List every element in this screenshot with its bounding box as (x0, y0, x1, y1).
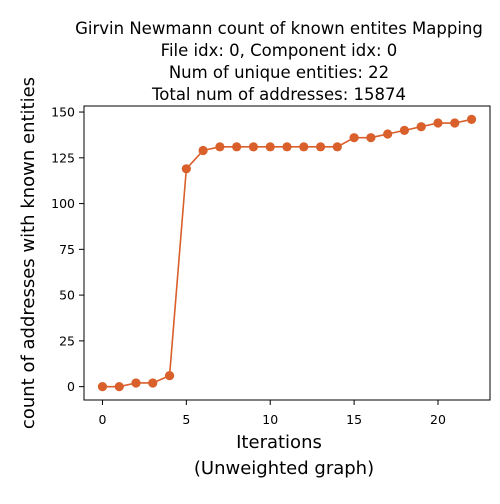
data-point (399, 125, 410, 135)
y-tick-label: 150 (51, 105, 75, 120)
data-point (315, 142, 326, 152)
x-tick-label: 20 (430, 412, 446, 427)
x-axis-ticks: 0 5 10 15 20 (98, 400, 446, 427)
y-tick-label: 75 (59, 242, 75, 257)
data-point (181, 164, 191, 174)
data-point (383, 129, 393, 139)
data-point (366, 133, 376, 143)
y-axis-label: count of addresses with known entities (18, 77, 39, 429)
data-point (466, 114, 477, 124)
data-point (215, 142, 225, 152)
title-line-4: Total num of addresses: 15874 (151, 85, 406, 104)
data-point (131, 378, 141, 388)
x-tick-label: 10 (262, 412, 278, 427)
data-point (148, 378, 158, 388)
chart-title: Girvin Newmann count of known entites Ma… (75, 19, 483, 104)
x-tick-label: 15 (346, 412, 362, 427)
data-point (248, 142, 259, 152)
y-tick-label: 25 (59, 333, 75, 348)
y-axis-ticks: 0 25 50 75 100 125 150 (51, 105, 84, 394)
data-point (332, 142, 342, 152)
x-tick-label: 5 (182, 412, 190, 427)
series-layer (97, 114, 477, 392)
x-axis-label-line-2: (Unweighted graph) (194, 458, 374, 479)
data-point (349, 133, 359, 143)
data-point (232, 142, 242, 152)
series-line (102, 118, 472, 388)
data-point (97, 382, 108, 392)
y-tick-label: 100 (51, 196, 75, 211)
data-point (416, 122, 426, 132)
y-tick-label: 125 (51, 150, 75, 165)
plot-area-frame (83, 105, 491, 401)
data-point (299, 142, 309, 152)
y-tick-label: 50 (59, 288, 75, 303)
data-point (433, 118, 443, 128)
title-line-3: Num of unique entities: 22 (169, 63, 389, 82)
data-point (114, 382, 124, 392)
data-point (450, 118, 460, 128)
title-line-1: Girvin Newmann count of known entites Ma… (75, 19, 483, 38)
x-tick-label: 0 (98, 412, 106, 427)
x-axis-label-line-1: Iterations (236, 432, 322, 453)
title-line-2: File idx: 0, Component idx: 0 (161, 41, 398, 60)
data-point (265, 142, 275, 152)
y-tick-label: 0 (67, 379, 75, 394)
data-point (282, 142, 292, 152)
data-point (164, 371, 175, 381)
data-point (198, 145, 208, 156)
